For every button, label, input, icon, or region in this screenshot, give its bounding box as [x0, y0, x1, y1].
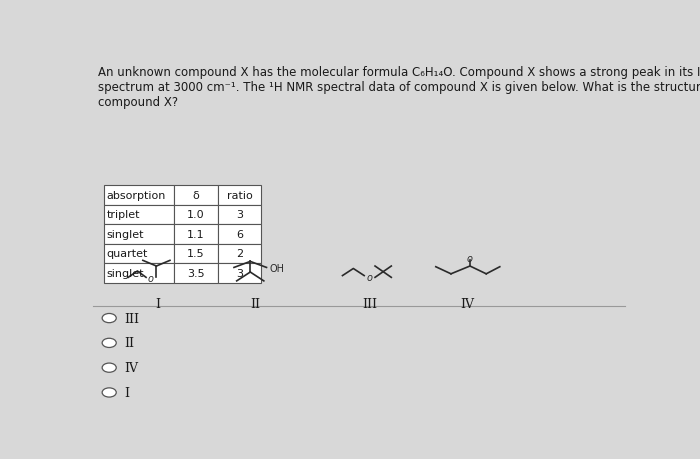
Text: II: II	[125, 336, 134, 350]
FancyBboxPatch shape	[218, 225, 261, 244]
Text: 6: 6	[236, 230, 243, 240]
Text: III: III	[125, 312, 139, 325]
Text: 1.0: 1.0	[187, 210, 205, 220]
FancyBboxPatch shape	[174, 205, 218, 225]
Text: ratio: ratio	[227, 190, 252, 201]
Circle shape	[102, 388, 116, 397]
FancyBboxPatch shape	[218, 205, 261, 225]
Circle shape	[102, 314, 116, 323]
FancyBboxPatch shape	[218, 263, 261, 283]
Text: 1.1: 1.1	[187, 230, 205, 240]
Text: o: o	[148, 274, 154, 284]
FancyBboxPatch shape	[218, 244, 261, 263]
Text: II: II	[251, 297, 260, 310]
Text: 3.5: 3.5	[187, 269, 205, 278]
Text: III: III	[362, 297, 377, 310]
Text: 3: 3	[236, 210, 243, 220]
FancyBboxPatch shape	[174, 225, 218, 244]
Text: 3: 3	[236, 269, 243, 278]
Text: o: o	[467, 253, 473, 263]
FancyBboxPatch shape	[218, 186, 261, 205]
FancyBboxPatch shape	[174, 263, 218, 283]
Text: quartet: quartet	[106, 249, 148, 259]
Text: triplet: triplet	[106, 210, 140, 220]
Text: An unknown compound X has the molecular formula C₆H₁₄O. Compound X shows a stron: An unknown compound X has the molecular …	[98, 66, 700, 109]
FancyBboxPatch shape	[104, 186, 174, 205]
Text: I: I	[125, 386, 130, 399]
Text: singlet: singlet	[106, 269, 144, 278]
Circle shape	[102, 363, 116, 372]
Text: singlet: singlet	[106, 230, 144, 240]
FancyBboxPatch shape	[174, 186, 218, 205]
Text: IV: IV	[461, 297, 475, 310]
FancyBboxPatch shape	[104, 205, 174, 225]
Text: 2: 2	[236, 249, 243, 259]
Text: absorption: absorption	[106, 190, 166, 201]
Text: 1.5: 1.5	[187, 249, 205, 259]
Circle shape	[102, 339, 116, 348]
FancyBboxPatch shape	[104, 244, 174, 263]
FancyBboxPatch shape	[174, 244, 218, 263]
Text: o: o	[367, 272, 372, 282]
FancyBboxPatch shape	[104, 263, 174, 283]
Text: I: I	[155, 297, 160, 310]
Text: IV: IV	[125, 361, 139, 375]
Text: δ: δ	[193, 190, 200, 201]
FancyBboxPatch shape	[104, 225, 174, 244]
Text: OH: OH	[270, 264, 284, 274]
